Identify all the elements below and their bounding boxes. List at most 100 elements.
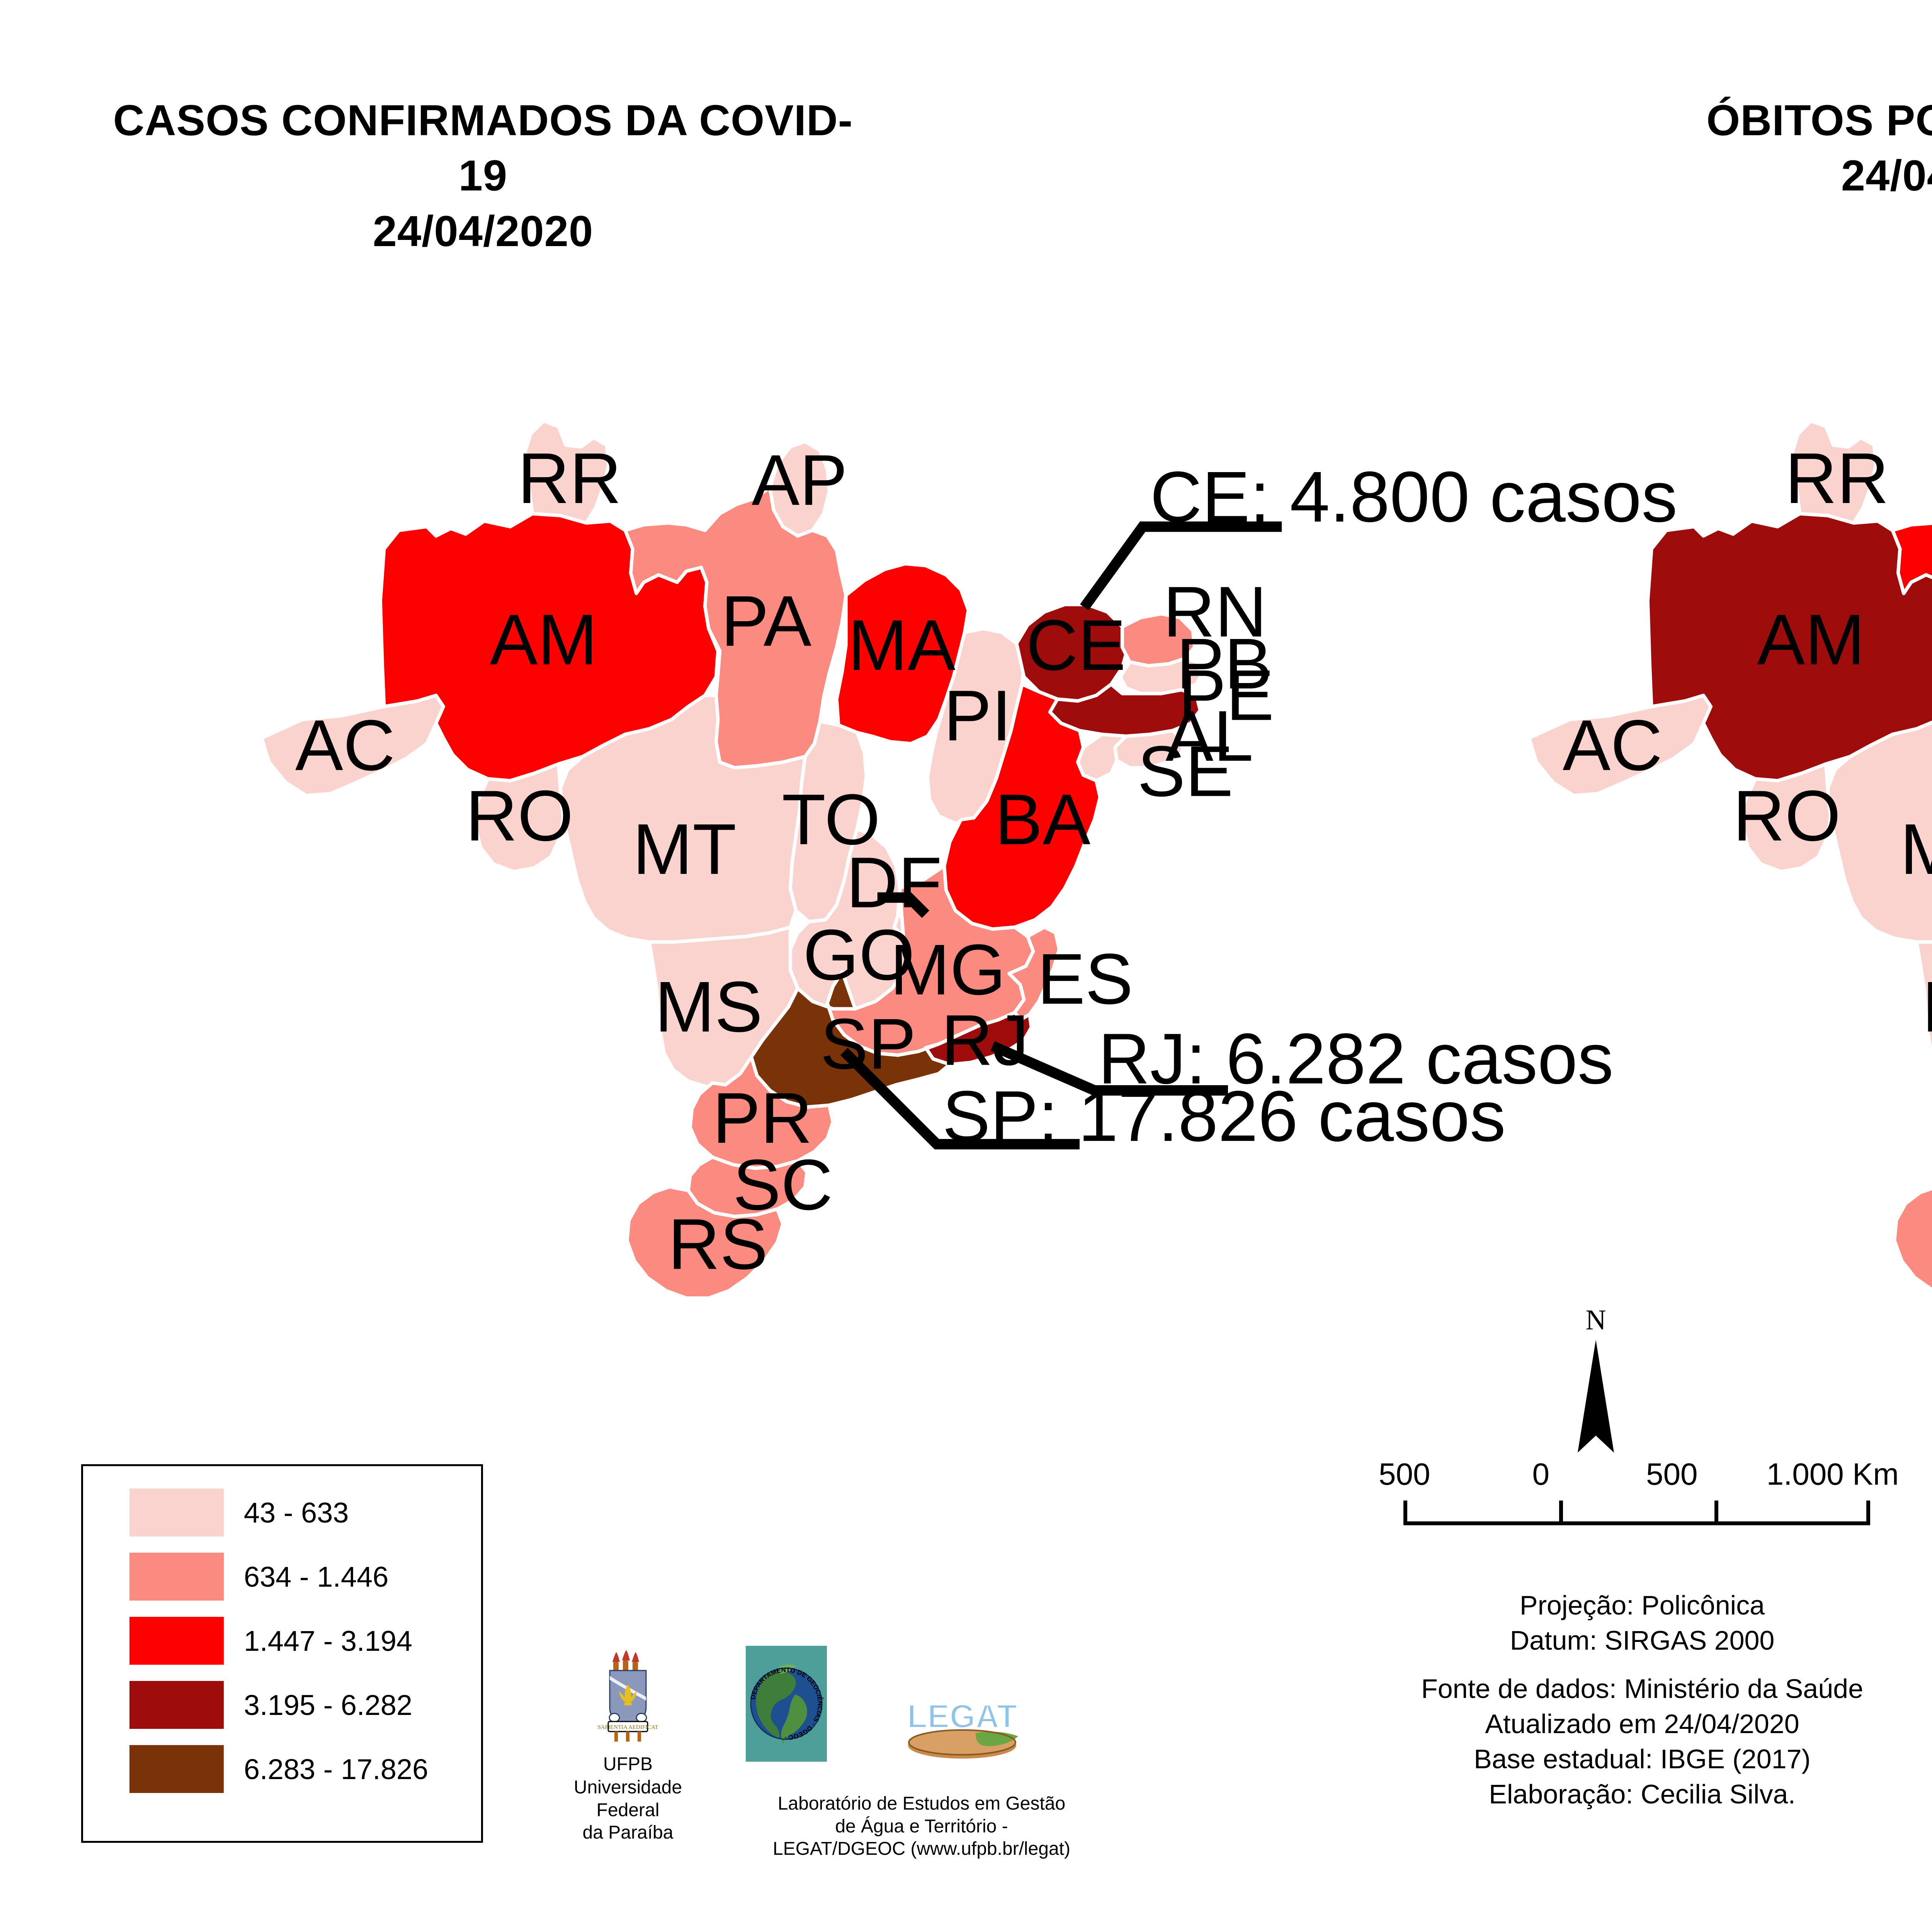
metadata-updated: Atualizado em 24/04/2020: [1485, 1709, 1799, 1739]
state-label-am: AM: [490, 600, 597, 680]
legend-cases: 43 - 633 634 - 1.446 1.447 - 3.194 3.195…: [81, 1464, 483, 1843]
state-label-rn: RN: [1163, 572, 1267, 652]
state-rn: [1120, 612, 1197, 668]
scale-tick-label: 500: [1379, 1457, 1430, 1491]
legend-label: 1.447 - 3.194: [244, 1625, 413, 1657]
state-label-es: ES: [1037, 939, 1133, 1019]
state-label-am: AM: [1757, 600, 1865, 680]
ufpb-logo: SAPIENTIA AEDIFICAT UFPB Universidade Fe…: [545, 1649, 711, 1844]
north-arrow-icon: [1578, 1340, 1614, 1453]
state-rs: [625, 1185, 785, 1300]
scale-tick: [1403, 1501, 1407, 1525]
state-label-pr: PR: [713, 1078, 812, 1158]
state-label-mg: MG: [890, 930, 1006, 1010]
state-label-rj: RJ: [941, 1000, 1029, 1080]
scale-tick: [1559, 1501, 1563, 1525]
legend-item: 1.447 - 3.194: [129, 1617, 481, 1665]
state-rr: [521, 419, 611, 525]
state-label-ms: MS: [655, 967, 763, 1047]
ufpb-caption: Universidade Federal da Paraíba: [573, 1777, 682, 1843]
state-label-rr: RR: [518, 438, 622, 518]
page-title-deaths: ÓBITOS POR COVID-19 24/04/2020: [1706, 96, 1932, 200]
map-metadata: Projeção: Policônica Datum: SIRGAS 2000 …: [1314, 1588, 1932, 1812]
callout-leader-rj: [990, 1041, 1228, 1096]
state-ac: [260, 693, 446, 797]
state-ro: [473, 762, 566, 874]
state-pa: [1891, 521, 1932, 595]
callout-leader-ce: [1080, 521, 1282, 610]
scale-tick: [1714, 1501, 1719, 1525]
metadata-source: Fonte de dados: Ministério da Saúde: [1421, 1674, 1864, 1704]
state-ms: [1915, 940, 1932, 1058]
legend-swatch: [129, 1617, 224, 1665]
dgeoc-globe-icon: DEPARTAMENTO DE GEOCIÊNCIAS · DGEOC ·: [746, 1646, 827, 1762]
state-label-pb: PB: [1176, 624, 1272, 704]
state-label-ce: CE: [1026, 605, 1126, 685]
state-label-pi: PI: [944, 676, 1012, 756]
north-letter: N: [1585, 1304, 1606, 1336]
legend-swatch: [129, 1681, 224, 1729]
state-rr: [1789, 419, 1878, 525]
callout-label-ce: CE: 4.800 casos: [1150, 457, 1677, 537]
legend-item: 634 - 1.446: [129, 1553, 481, 1601]
choropleth-map-cases: RR AP AM PA AC RO MA PI CE RN PB PE AL SE TO MT BA DF GO MG…: [201, 417, 1677, 1460]
state-label-pe: PE: [1178, 656, 1274, 736]
state-label-ms: MS: [1922, 967, 1932, 1047]
state-label-mt: MT: [1900, 809, 1932, 889]
state-label-ba: BA: [995, 780, 1090, 860]
legat-logo: LEGAT: [866, 1684, 1059, 1764]
state-pb: [1119, 656, 1204, 695]
state-label-ro: RO: [1733, 776, 1841, 856]
metadata-base: Base estadual: IBGE (2017): [1474, 1744, 1811, 1774]
state-label-ma: MA: [848, 605, 956, 685]
scale-bar-graphic: [1403, 1497, 1870, 1525]
df-leader-line: [877, 892, 930, 918]
state-mt: [1826, 721, 1932, 944]
state-label-ac: AC: [295, 705, 395, 785]
metadata-projection: Projeção: Policônica: [1519, 1590, 1765, 1620]
state-label-ro: RO: [466, 776, 573, 856]
callout-label-rj: RJ: 6.282 casos: [1098, 1019, 1614, 1099]
state-rs: [1893, 1186, 1932, 1292]
legat-text: LEGAT: [907, 1698, 1017, 1735]
page-title-cases: CASOS CONFIRMADOS DA COVID-19 24/04/2020: [113, 96, 853, 255]
state-label-rr: RR: [1785, 438, 1889, 518]
legend-label: 6.283 - 17.826: [244, 1753, 429, 1785]
state-label-sc: SC: [733, 1145, 833, 1225]
state-ro: [1740, 762, 1833, 874]
state-ac: [1527, 693, 1713, 797]
scale-tick-label: 500: [1646, 1457, 1698, 1491]
dgeoc-logo: DEPARTAMENTO DE GEOCIÊNCIAS · DGEOC ·: [723, 1646, 850, 1764]
legend-label: 3.195 - 6.282: [244, 1689, 413, 1721]
legat-wordmark-icon: LEGAT: [906, 1697, 1018, 1759]
scale-bar-line: [1403, 1521, 1870, 1525]
metadata-author: Elaboração: Cecilia Silva.: [1489, 1779, 1796, 1809]
legend-label: 634 - 1.446: [244, 1560, 389, 1593]
state-label-pa: PA: [721, 581, 811, 661]
legend-item: 43 - 633: [129, 1489, 481, 1536]
state-label-ap: AP: [752, 440, 847, 520]
ufpb-crest-icon: SAPIENTIA AEDIFICAT: [597, 1650, 658, 1742]
state-label-to: TO: [782, 780, 880, 860]
state-mt: [558, 693, 807, 944]
scale-tick-label: 0: [1532, 1457, 1550, 1491]
legend-swatch: [129, 1553, 224, 1601]
state-label-go: GO: [803, 915, 915, 995]
state-am: [1646, 512, 1932, 783]
scale-tick: [1866, 1501, 1870, 1525]
callout-leader-sp: [840, 1048, 1080, 1150]
state-label-ac: AC: [1563, 705, 1662, 785]
state-label-se: SE: [1138, 731, 1233, 811]
scale-bar: 500 0 500 1.000 Km: [1360, 1456, 1901, 1525]
legend-label: 43 - 633: [244, 1496, 349, 1529]
legend-swatch: [129, 1745, 224, 1793]
legat-caption: Laboratório de Estudos em Gestão de Água…: [772, 1793, 1070, 1859]
ufpb-abbr: UFPB: [603, 1754, 653, 1774]
legend-item: 6.283 - 17.826: [129, 1745, 481, 1793]
choropleth-map-deaths: RRAPAMPAACROMAPICERNPBPEALSETOMTBADFGOMG…: [1468, 417, 1932, 1460]
metadata-datum: Datum: SIRGAS 2000: [1510, 1625, 1775, 1655]
svg-text:SAPIENTIA AEDIFICAT: SAPIENTIA AEDIFICAT: [597, 1724, 658, 1730]
state-label-mt: MT: [633, 809, 736, 889]
state-label-rs: RS: [668, 1204, 768, 1284]
legend-item: 3.195 - 6.282: [129, 1681, 481, 1729]
